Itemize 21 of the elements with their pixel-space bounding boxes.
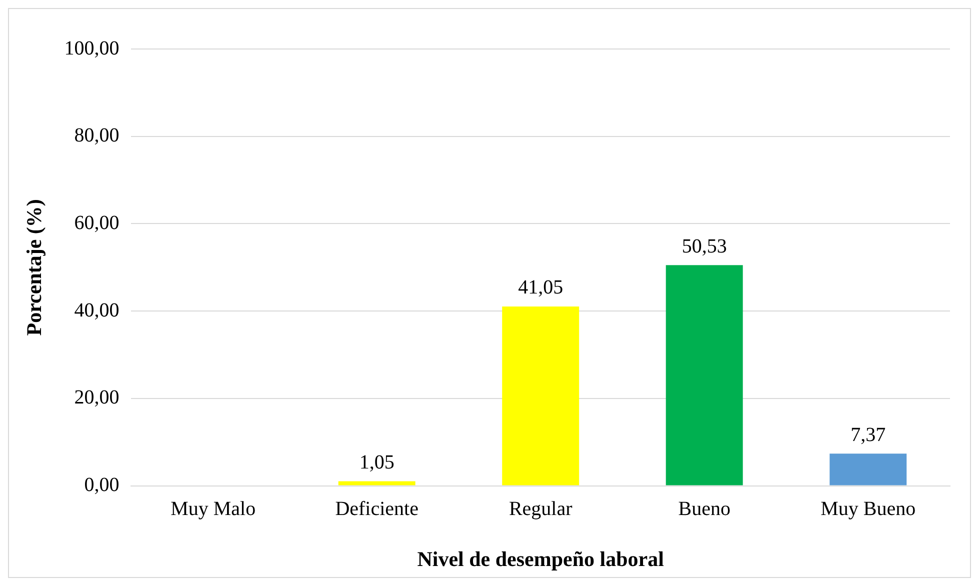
bar [338, 481, 416, 486]
data-label: 50,53 [682, 235, 727, 258]
x-tick-label: Regular [508, 498, 573, 520]
x-tick-label: Muy Malo [170, 498, 256, 520]
y-tick-label: 100,00 [64, 37, 120, 60]
y-tick-label: 40,00 [74, 299, 120, 322]
x-tick-label: Deficiente [335, 498, 419, 520]
y-tick-label: 0,00 [84, 474, 120, 496]
bar [502, 306, 580, 486]
bar [830, 454, 907, 486]
y-axis-title: Porcentaje (%) [22, 199, 46, 336]
y-tick-label: 20,00 [74, 386, 120, 409]
data-label: 1,05 [359, 451, 394, 474]
x-tick-label: Bueno [678, 498, 730, 520]
x-tick-label: Muy Bueno [820, 498, 916, 520]
data-label: 7,37 [850, 424, 886, 446]
y-tick-label: 60,00 [74, 212, 120, 234]
y-tick-label: 80,00 [74, 124, 120, 147]
data-label: 41,05 [518, 276, 564, 299]
bar [666, 265, 743, 486]
x-axis-title: Nivel de desempeño laboral [417, 546, 664, 571]
